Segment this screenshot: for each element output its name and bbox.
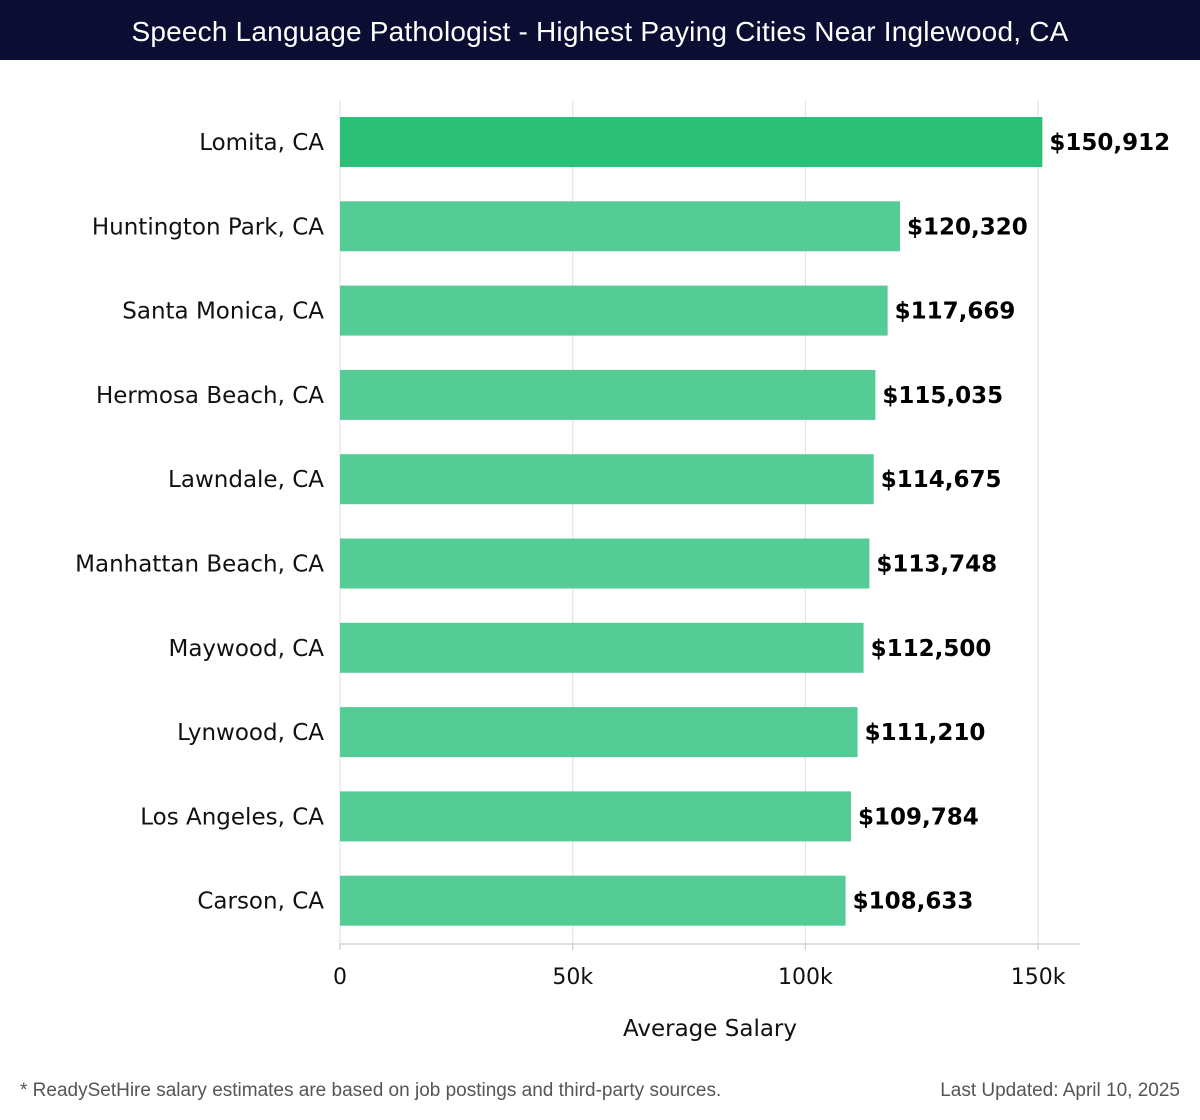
bar [340, 285, 888, 336]
x-tick-label: 100k [778, 965, 833, 990]
bar-layer [340, 117, 1043, 926]
bar [340, 538, 870, 589]
value-label: $109,784 [858, 804, 979, 830]
category-label: Los Angeles, CA [140, 804, 324, 830]
category-label: Lomita, CA [199, 130, 324, 156]
bar [340, 454, 874, 505]
category-label: Manhattan Beach, CA [75, 552, 324, 578]
x-tick-label: 50k [552, 965, 593, 990]
category-label: Lawndale, CA [168, 467, 324, 493]
value-label: $120,320 [907, 214, 1028, 240]
value-label: $108,633 [853, 889, 974, 915]
label-layer: Lomita, CA $150,912 Huntington Park, CA $12… [75, 130, 1170, 915]
category-label: Hermosa Beach, CA [96, 383, 324, 409]
bar [340, 201, 900, 252]
x-tick-label: 0 [333, 965, 347, 990]
bar [340, 791, 851, 842]
value-label: $111,210 [865, 720, 986, 746]
bar [340, 875, 846, 926]
category-label: Huntington Park, CA [92, 214, 324, 240]
bar [340, 117, 1043, 167]
value-label: $112,500 [871, 636, 992, 662]
chart-title: Speech Language Pathologist - Highest Pa… [0, 0, 1200, 60]
last-updated: Last Updated: April 10, 2025 [940, 1080, 1180, 1101]
value-label: $150,912 [1049, 130, 1170, 156]
category-label: Carson, CA [197, 889, 324, 915]
salary-bar-chart: Lomita, CA $150,912 Huntington Park, CA $12… [75, 100, 1170, 1042]
category-label: Santa Monica, CA [122, 299, 324, 325]
value-label: $117,669 [895, 299, 1016, 325]
footer-note: * ReadySetHire salary estimates are base… [20, 1080, 722, 1101]
value-label: $114,675 [881, 467, 1002, 493]
x-tick-label: 150k [1011, 965, 1066, 990]
bar [340, 707, 858, 758]
value-label: $115,035 [882, 383, 1003, 409]
axis-layer: 0 50k 100k 150k Average Salary [333, 943, 1080, 1042]
x-axis-label: Average Salary [623, 1016, 797, 1042]
bar [340, 369, 876, 420]
value-label: $113,748 [876, 552, 997, 578]
category-label: Lynwood, CA [177, 720, 324, 746]
category-label: Maywood, CA [168, 636, 324, 662]
bar [340, 622, 864, 673]
